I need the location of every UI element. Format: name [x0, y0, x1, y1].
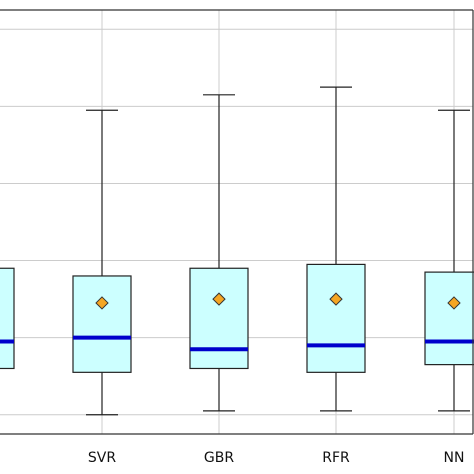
iqr-box: [306, 263, 366, 373]
mean-marker: [95, 296, 109, 310]
x-tick-label-svr: SVR: [88, 450, 116, 466]
boxes: [0, 86, 474, 416]
mean-marker: [447, 296, 461, 310]
axes-frame: [0, 9, 474, 435]
box-gbr: [189, 94, 249, 412]
iqr-box: [72, 275, 132, 373]
mean-marker: [329, 292, 343, 306]
box-tt: [0, 267, 15, 370]
iqr-box: [0, 267, 15, 370]
x-tick-label-rfr: RFR: [322, 450, 350, 466]
x-tick-label-gbr: GBR: [204, 450, 234, 466]
x-tick-label-nn: NN: [444, 450, 465, 466]
box-nn: [424, 109, 474, 412]
grid-lines: [0, 10, 473, 434]
iqr-box: [424, 271, 474, 366]
mean-marker: [212, 292, 226, 306]
category-labels: ttSVRGBRRFRNN: [88, 450, 465, 466]
box-rfr: [306, 86, 366, 412]
iqr-box: [189, 267, 249, 370]
box-svr: [72, 109, 132, 416]
